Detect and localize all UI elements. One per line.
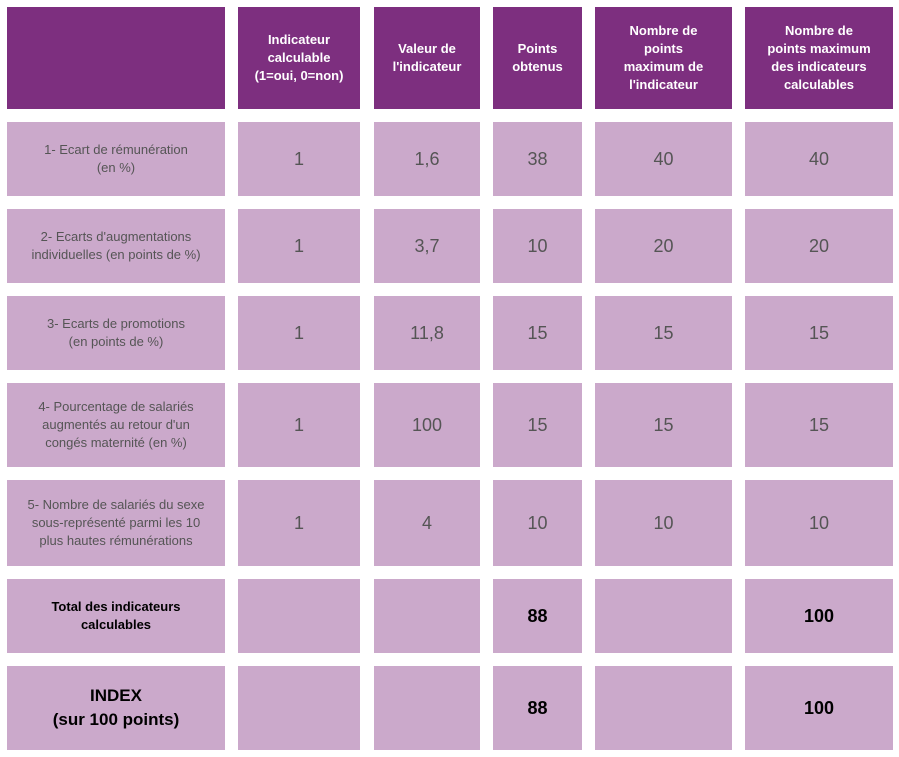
header-cell-max-calculables: Nombre de points maximum des indicateurs… [745,7,893,109]
cell-value: 40 [808,148,830,169]
cell-value: 10 [808,512,830,533]
table-cell [374,579,480,653]
index-label: INDEX (sur 100 points) [7,666,225,750]
cell-value: 88 [527,605,548,626]
cell-value: 15 [653,414,674,435]
table-cell [595,579,732,653]
header-cell-max-indicateur: Nombre de points maximum de l'indicateur [595,7,732,109]
table-cell: 10 [493,209,582,283]
table-cell: 11,8 [374,296,480,370]
cell-value: 38 [527,148,548,169]
table-cell: 1 [238,480,360,566]
table-cell [595,666,732,750]
cell-value: 100 [803,605,835,626]
cell-value: 88 [527,697,548,718]
table-cell: 15 [745,296,893,370]
table-cell: 10 [493,480,582,566]
header-cell-calculable: Indicateur calculable (1=oui, 0=non) [238,7,360,109]
cell-value: 10 [527,512,548,533]
index-label-text: INDEX (sur 100 points) [52,686,180,729]
header-text: Points obtenus [512,41,563,74]
header-text: Indicateur calculable (1=oui, 0=non) [254,32,344,83]
cell-value: 4 [421,512,432,533]
row-label: 4- Pourcentage de salariés augmentés au … [7,383,225,467]
table-cell: 15 [595,296,732,370]
cell-value: 1,6 [414,148,440,169]
table-cell: 1 [238,383,360,467]
index-max-points: 100 [745,666,893,750]
row-label-text: 3- Ecarts de promotions (en points de %) [46,316,185,349]
cell-value: 10 [527,235,548,256]
cell-value: 1 [293,235,304,256]
total-label: Total des indicateurs calculables [7,579,225,653]
cell-value: 15 [527,322,548,343]
row-label-text: 1- Ecart de rémunération (en %) [44,142,188,175]
cell-value: 15 [653,322,674,343]
cell-value: 1 [293,414,304,435]
cell-value: 1 [293,512,304,533]
row-label-text: 5- Nombre de salariés du sexe sous-repré… [27,497,205,548]
table-cell: 1 [238,296,360,370]
table-cell: 10 [595,480,732,566]
table-cell: 1 [238,122,360,196]
cell-value: 15 [808,414,830,435]
table-cell [238,666,360,750]
row-label-text: 4- Pourcentage de salariés augmentés au … [38,399,194,450]
table-cell: 20 [745,209,893,283]
cell-value: 3,7 [414,235,440,256]
table-cell: 20 [595,209,732,283]
table-cell: 15 [493,383,582,467]
cell-value: 1 [293,148,304,169]
cell-value: 20 [808,235,830,256]
header-text: Nombre de points maximum de l'indicateur [623,23,704,92]
total-max-points: 100 [745,579,893,653]
table-cell: 15 [493,296,582,370]
header-cell-valeur: Valeur de l'indicateur [374,7,480,109]
total-label-text: Total des indicateurs calculables [51,599,181,632]
cell-value: 100 [803,697,835,718]
table-cell [238,579,360,653]
table-cell [374,666,480,750]
index-points: 88 [493,666,582,750]
table-cell: 1 [238,209,360,283]
row-label: 5- Nombre de salariés du sexe sous-repré… [7,480,225,566]
header-text: Valeur de l'indicateur [392,41,462,74]
cell-value: 100 [411,414,443,435]
header-cell-label [7,7,225,109]
table-cell: 40 [745,122,893,196]
header-text: Nombre de points maximum des indicateurs… [767,23,871,92]
table-cell: 3,7 [374,209,480,283]
cell-value: 11,8 [410,322,444,343]
table-cell: 1,6 [374,122,480,196]
row-label-text: 2- Ecarts d'augmentations individuelles … [31,229,201,262]
row-label: 3- Ecarts de promotions (en points de %) [7,296,225,370]
table-cell: 4 [374,480,480,566]
row-label: 1- Ecart de rémunération (en %) [7,122,225,196]
cell-value: 15 [808,322,830,343]
table-cell: 15 [595,383,732,467]
cell-value: 15 [527,414,548,435]
total-points: 88 [493,579,582,653]
cell-value: 20 [653,235,674,256]
table-cell: 100 [374,383,480,467]
cell-value: 1 [293,322,304,343]
row-label: 2- Ecarts d'augmentations individuelles … [7,209,225,283]
cell-value: 40 [653,148,674,169]
table-cell: 15 [745,383,893,467]
header-cell-points: Points obtenus [493,7,582,109]
table-cell: 38 [493,122,582,196]
table-cell: 40 [595,122,732,196]
table-cell: 10 [745,480,893,566]
cell-value: 10 [653,512,674,533]
